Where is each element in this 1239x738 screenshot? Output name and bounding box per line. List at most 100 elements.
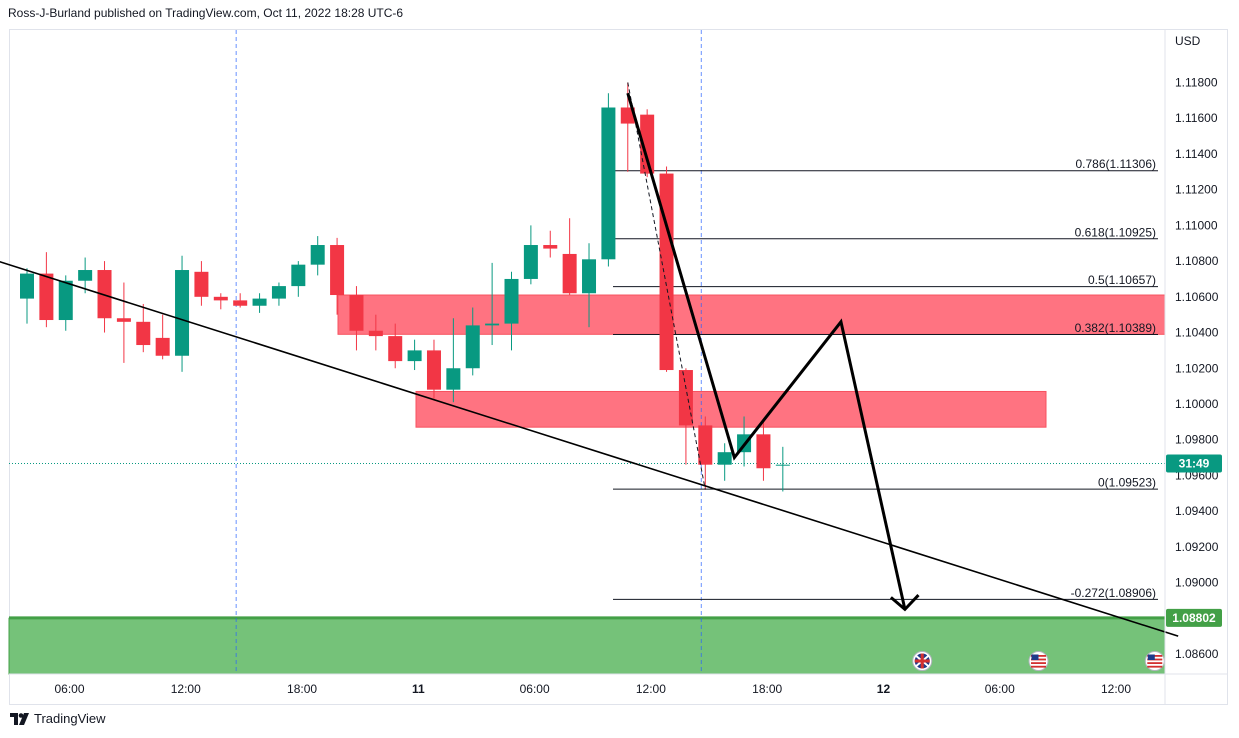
session-lines-layer <box>9 30 1165 674</box>
candle-up <box>407 350 422 362</box>
fib-level-label: 0.618(1.10925) <box>1075 225 1156 239</box>
fib-layer: 0.786(1.11306) 0.618(1.10925) 0.5(1.10657)… <box>613 157 1158 600</box>
red-zone <box>415 390 1047 428</box>
candle-up <box>175 270 190 356</box>
fib-level-label: -0.272(1.08906) <box>1071 586 1156 600</box>
candle-down <box>562 253 577 294</box>
fib-level-label: 0.786(1.11306) <box>1075 157 1156 171</box>
green-zone <box>8 617 1166 675</box>
axes-layer: USD 1.11800 1.11600 1.11400 1.11200 1.11000 1… <box>9 30 1228 705</box>
candle-up <box>582 259 597 294</box>
footer-brand: TradingView <box>34 711 106 726</box>
candle-down <box>756 434 771 469</box>
y-axis-tick-label: 1.09800 <box>1175 433 1219 447</box>
y-axis-tick-label: 1.10800 <box>1175 254 1219 268</box>
candle-down <box>233 300 248 306</box>
y-axis-tick-label: 1.10000 <box>1175 397 1219 411</box>
candle-down <box>155 337 170 356</box>
candle-up <box>291 264 306 287</box>
flag-stripe <box>1031 662 1046 664</box>
y-axis-tick-label: 1.11800 <box>1175 76 1218 90</box>
flag-canton <box>1147 654 1155 660</box>
candle-up <box>78 270 93 281</box>
candle-up <box>465 325 480 369</box>
x-axis-tick-label: 12:00 <box>636 682 666 696</box>
candle-down <box>97 270 112 319</box>
candle-down <box>349 295 364 331</box>
drawings-layer <box>0 82 1179 637</box>
currency-label: USD <box>1175 34 1201 48</box>
fib-level-label: 0.382(1.10389) <box>1075 321 1156 335</box>
x-axis-tick-label: 11 <box>412 682 425 696</box>
candle-down <box>194 271 209 297</box>
chart-frame <box>9 29 1228 705</box>
candle-down <box>388 336 403 362</box>
candle-up <box>446 368 461 390</box>
candle-down <box>116 318 131 322</box>
candle-up <box>20 273 34 299</box>
event-icons-layer <box>912 651 1165 671</box>
y-axis-tick-label: 1.09400 <box>1175 504 1219 518</box>
footer: TradingView <box>10 711 106 726</box>
x-axis-tick-label: 12:00 <box>1101 682 1131 696</box>
candle-up <box>271 286 286 299</box>
red-zone <box>337 294 1166 335</box>
price-badge-label: 1.08802 <box>1172 611 1216 625</box>
x-axis-tick-label: 12:00 <box>171 682 201 696</box>
x-axis-tick-label: 06:00 <box>985 682 1015 696</box>
candle-down <box>698 425 713 465</box>
candle-up <box>601 107 616 260</box>
candle-down <box>678 370 693 426</box>
flag-cross-v <box>920 653 924 669</box>
candle-up <box>717 452 732 465</box>
x-axis-tick-label: 18:00 <box>752 682 782 696</box>
us-flag-icon[interactable] <box>1028 651 1049 671</box>
y-axis-tick-label: 1.09200 <box>1175 540 1219 554</box>
uk-flag-icon[interactable] <box>912 651 933 671</box>
candle-down <box>136 321 151 346</box>
fib-level-label: 0(1.09523) <box>1098 476 1156 490</box>
y-axis-tick-label: 1.11000 <box>1175 218 1218 232</box>
candle-down <box>640 114 655 174</box>
candle-up <box>775 464 790 466</box>
candle-down <box>330 245 345 296</box>
flag-canton <box>1031 654 1039 660</box>
price-badge <box>1166 454 1222 473</box>
x-axis-tick-label: 18:00 <box>287 682 317 696</box>
candle-up <box>310 245 325 265</box>
candle-down <box>659 173 674 371</box>
zones-layer <box>8 294 1166 675</box>
candle-up <box>504 278 519 324</box>
candle-down <box>213 296 228 301</box>
y-axis-tick-label: 1.10200 <box>1175 361 1219 375</box>
y-axis-tick-label: 1.10600 <box>1175 290 1219 304</box>
y-axis-tick-label: 1.10400 <box>1175 326 1219 340</box>
candle-down <box>620 107 635 124</box>
candle-up <box>252 298 267 306</box>
trendline <box>0 260 1179 637</box>
forecast-path <box>626 92 907 610</box>
candle-up <box>485 323 500 326</box>
x-axis-tick-label: 12 <box>877 682 891 696</box>
flag-stripe <box>1031 665 1046 668</box>
fib-level-label: 0.5(1.10657) <box>1088 273 1156 287</box>
y-axis-tick-label: 1.08600 <box>1175 647 1219 661</box>
y-axis-tick-label: 1.11600 <box>1175 111 1218 125</box>
tradingview-logo-icon <box>10 712 29 725</box>
flag-stripe <box>1147 662 1163 664</box>
candle-down <box>543 245 558 249</box>
price-badges-layer: 31:49 1.08802 <box>1166 454 1222 627</box>
x-axis-tick-label: 06:00 <box>54 682 84 696</box>
y-axis-tick-label: 1.11200 <box>1175 183 1218 197</box>
x-axis-tick-label: 06:00 <box>520 682 550 696</box>
fib-anchor-line <box>627 82 706 490</box>
publisher-header: Ross-J-Burland published on TradingView.… <box>8 6 404 20</box>
forecast-arrowhead <box>889 594 920 612</box>
us-flag-icon[interactable] <box>1144 651 1165 671</box>
price-badge <box>1166 608 1222 627</box>
y-axis-tick-label: 1.09000 <box>1175 576 1219 590</box>
candles-layer <box>20 82 790 492</box>
candle-down <box>368 330 383 337</box>
candle-down <box>39 273 54 321</box>
